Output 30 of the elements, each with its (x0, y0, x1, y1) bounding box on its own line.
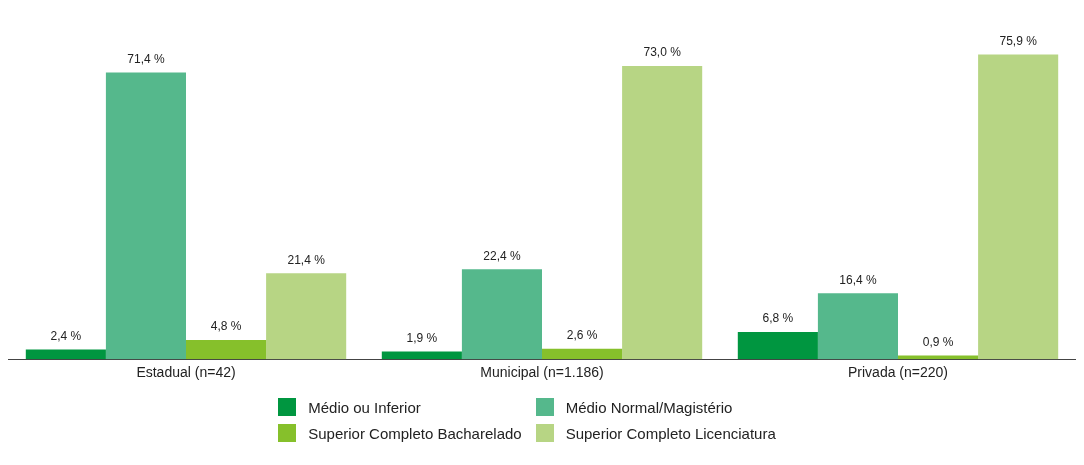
legend-label: Superior Completo Licenciatura (565, 424, 776, 442)
data-label: 73,0 % (643, 45, 682, 60)
data-label: 22,4 % (483, 248, 521, 263)
bar (461, 269, 542, 360)
bar (105, 72, 186, 360)
data-label: 4,8 % (210, 319, 242, 334)
bar (978, 54, 1059, 360)
data-label: 2,6 % (566, 328, 598, 343)
x-tick-label: Privada (n=220) (847, 364, 949, 381)
x-tick-label: Municipal (n=1.186) (480, 364, 604, 381)
bar (186, 339, 267, 360)
bar (622, 66, 703, 360)
data-label: 71,4 % (127, 51, 165, 66)
bar (542, 348, 623, 360)
x-tick-label: Estadual (n=42) (136, 364, 236, 381)
data-label: 75,9 % (999, 33, 1038, 48)
data-label: 1,9 % (406, 330, 438, 345)
data-label: 16,4 % (839, 272, 877, 287)
bar (25, 349, 106, 360)
legend-label: Médio ou Inferior (308, 398, 421, 416)
bar (266, 273, 347, 360)
legend-label: Superior Completo Bacharelado (308, 424, 522, 442)
bar (381, 351, 462, 360)
data-label: 21,4 % (287, 252, 326, 267)
bar (817, 293, 898, 360)
legend-label: Médio Normal/Magistério (565, 398, 733, 416)
data-label: 6,8 % (762, 311, 794, 326)
data-label: 2,4 % (50, 328, 82, 343)
bar (737, 331, 818, 360)
data-label: 0,9 % (922, 334, 954, 349)
